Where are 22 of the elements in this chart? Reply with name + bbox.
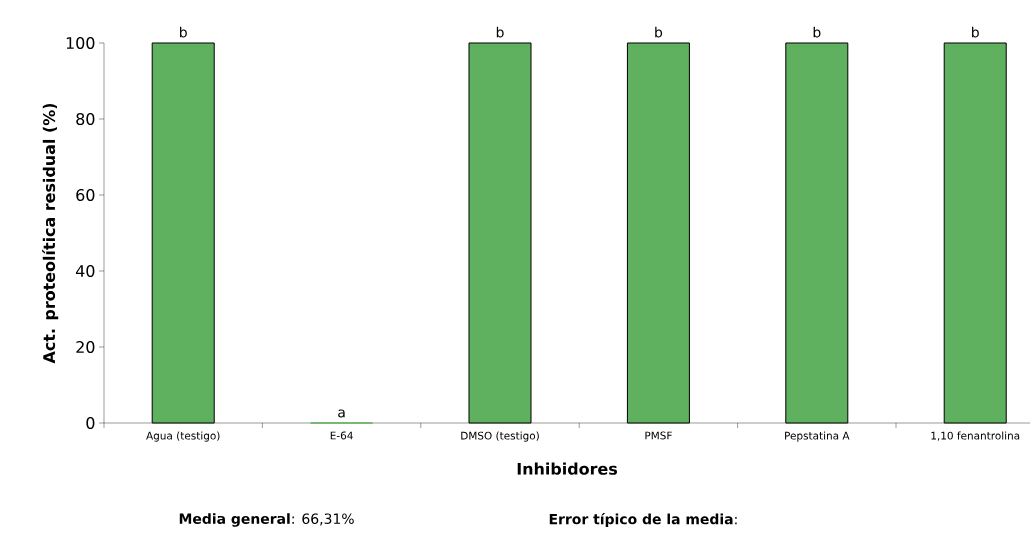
y-tick-label: 100 [66, 36, 95, 50]
y-tick-label: 20 [76, 340, 95, 354]
data-label: b [180, 26, 187, 38]
x-tick-label: PMSF [645, 431, 672, 440]
data-label: b [813, 26, 821, 38]
y-tick-label: 0 [86, 416, 95, 430]
data-label: b [655, 26, 663, 38]
y-tick-label: 40 [75, 264, 95, 278]
text: Media general: 66,31% [179, 513, 354, 527]
x-axis-title: Inhibidores [517, 462, 618, 475]
y-tick-label: 60 [76, 188, 95, 202]
data-label: a [338, 409, 345, 418]
x-tick-label: DMSO (testigo) [461, 431, 539, 442]
x-tick-label: Pepstatina A [785, 431, 850, 442]
x-tick-label: Agua (testigo) [146, 431, 220, 442]
data-label: b [496, 26, 504, 38]
y-tick-label: 80 [76, 112, 95, 126]
data-label: b [972, 26, 979, 38]
x-tick-label: 1,10 fenantrolina [931, 431, 1020, 441]
x-tick-label: E-64 [330, 431, 353, 440]
text: Error típico de la media: [549, 512, 737, 528]
y-axis-title: Act. proteolítica residual (%) [42, 103, 59, 364]
